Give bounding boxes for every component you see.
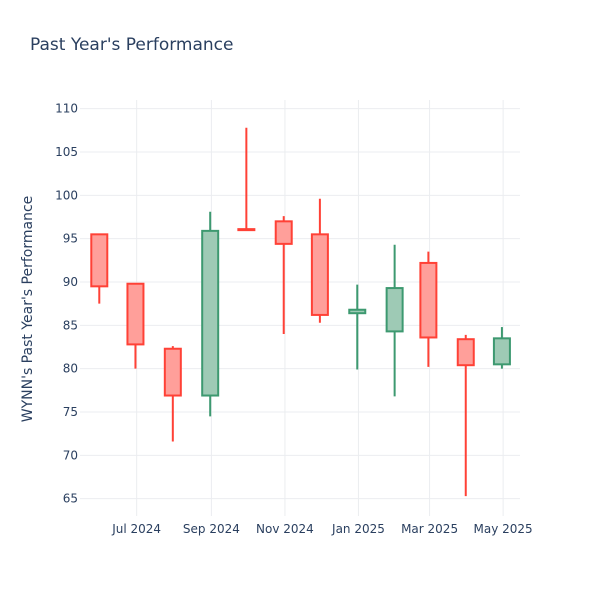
candle-body <box>310 233 329 316</box>
candle-body <box>126 282 145 346</box>
candle-body <box>237 228 256 232</box>
y-tick-label: 75 <box>63 405 78 419</box>
y-tick-label: 110 <box>55 102 78 116</box>
candle-body <box>385 287 404 333</box>
x-tick-label: Jul 2024 <box>111 522 161 536</box>
candle-body <box>274 220 293 245</box>
y-tick-label: 105 <box>55 145 78 159</box>
candle-body <box>163 347 182 397</box>
candle <box>310 198 329 323</box>
y-tick-label: 70 <box>63 448 78 462</box>
candle-layer <box>90 127 511 497</box>
y-tick-label: 65 <box>63 492 78 506</box>
candle <box>201 211 220 417</box>
candle-body <box>348 308 367 315</box>
y-tick-label: 85 <box>63 318 78 332</box>
y-tick-label: 80 <box>63 362 78 376</box>
x-tick-label: Jan 2025 <box>331 522 385 536</box>
candle <box>348 284 367 370</box>
grid-layer <box>80 100 520 516</box>
chart-title: Past Year's Performance <box>30 35 234 55</box>
candle-body <box>419 261 438 339</box>
candle <box>163 346 182 442</box>
candle-body <box>492 337 511 366</box>
candle <box>237 127 256 232</box>
x-tick-label: May 2025 <box>474 522 533 536</box>
y-axis-label: WYNN's Past Year's Performance <box>20 196 36 423</box>
y-tick-label: 95 <box>63 232 78 246</box>
candle <box>274 216 293 334</box>
candle <box>126 282 145 369</box>
candle <box>419 251 438 367</box>
candle <box>456 334 475 497</box>
y-tick-label: 100 <box>55 188 78 202</box>
candle <box>385 244 404 397</box>
candle-body <box>456 338 475 367</box>
tick-layer: 65 70 75 80 85 90 95 100 105 110 Jul 2024 Sep 2024 N… <box>55 102 533 536</box>
candle <box>492 327 511 369</box>
candle <box>90 233 109 304</box>
candle-body <box>90 233 109 288</box>
x-tick-label: Nov 2024 <box>256 522 314 536</box>
x-tick-label: Mar 2025 <box>401 522 458 536</box>
y-tick-label: 90 <box>63 275 78 289</box>
x-tick-label: Sep 2024 <box>183 522 240 536</box>
candle-body <box>201 229 220 397</box>
